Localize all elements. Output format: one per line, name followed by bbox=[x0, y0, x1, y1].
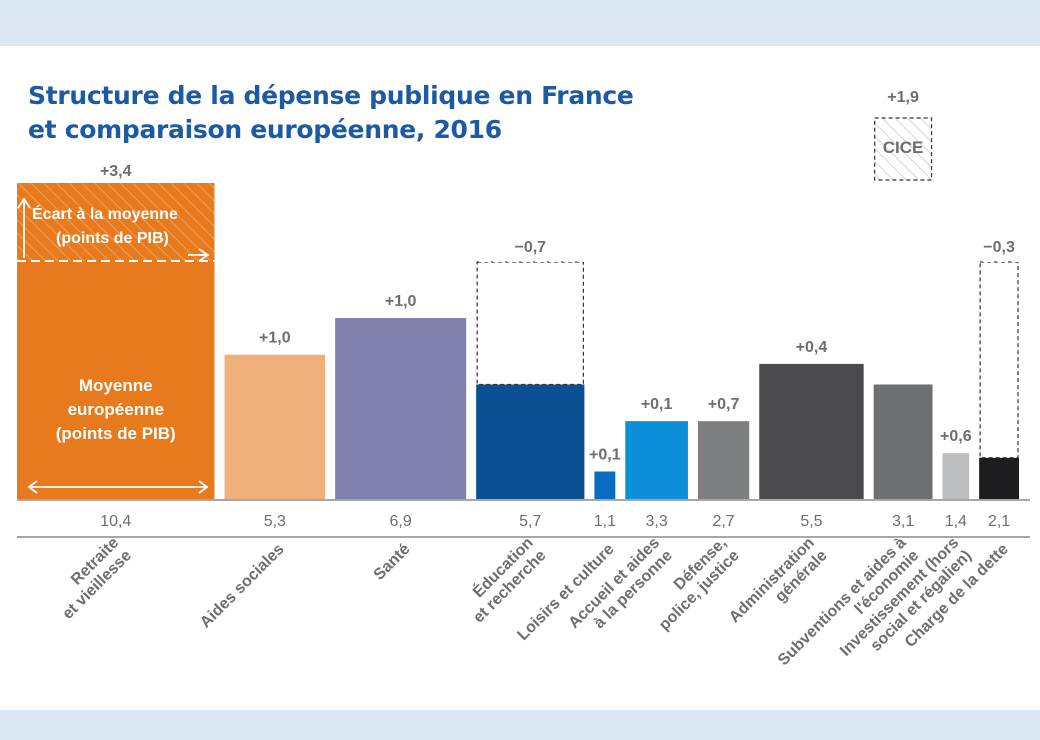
category-label-2: Santé bbox=[371, 541, 414, 584]
category-label-1: Aides sociales bbox=[197, 541, 288, 632]
average-value-7: 5,5 bbox=[800, 513, 822, 530]
gap-label-9: +0,6 bbox=[940, 428, 972, 445]
bar-gap-negative-3 bbox=[476, 261, 585, 386]
legend-average-line2: européenne bbox=[68, 400, 164, 419]
legend-gap-line1: Écart à la moyenne bbox=[32, 204, 178, 223]
chart-title-line1: Structure de la dépense publique en Fran… bbox=[28, 81, 634, 110]
category-label-2-line-0: Santé bbox=[371, 541, 414, 584]
bar-7 bbox=[759, 363, 864, 499]
bar-6 bbox=[697, 421, 750, 499]
gap-arrow-head-icon bbox=[17, 197, 31, 209]
gap-label-5: +0,1 bbox=[641, 396, 673, 413]
average-value-3: 5,7 bbox=[519, 513, 541, 530]
gap-label-3: −0,7 bbox=[514, 239, 546, 256]
average-value-10: 2,1 bbox=[988, 513, 1010, 530]
category-label-0: Retraiteet vieillesse bbox=[47, 534, 135, 622]
gap-pointer-icon bbox=[198, 248, 210, 262]
bar-5 bbox=[625, 421, 688, 499]
bar-3 bbox=[476, 384, 585, 499]
gap-label-8: +1,9 bbox=[887, 89, 919, 106]
average-value-5: 3,3 bbox=[645, 513, 667, 530]
bar-2 bbox=[335, 318, 467, 499]
bar-8 bbox=[873, 384, 933, 499]
gap-label-6: +0,7 bbox=[708, 396, 740, 413]
legend-average-line1: Moyenne bbox=[79, 376, 153, 395]
gap-label-0: +3,4 bbox=[100, 163, 132, 180]
gap-label-1: +1,0 bbox=[259, 330, 291, 347]
bar-9 bbox=[942, 453, 970, 499]
average-value-1: 5,3 bbox=[264, 513, 286, 530]
bar-1 bbox=[224, 354, 326, 499]
bar-4 bbox=[594, 471, 616, 499]
width-arrow-left-icon bbox=[27, 480, 38, 494]
bar-10 bbox=[979, 457, 1019, 499]
average-value-6: 2,7 bbox=[712, 513, 734, 530]
legend-gap-line2: (points de PIB) bbox=[56, 230, 169, 247]
width-arrow-right-icon bbox=[198, 480, 209, 494]
average-value-0: 10,4 bbox=[100, 513, 131, 530]
cice-label: CICE bbox=[883, 138, 924, 157]
cice-box bbox=[874, 117, 933, 181]
gap-label-4: +0,1 bbox=[589, 447, 621, 464]
gap-label-7: +0,4 bbox=[796, 339, 828, 356]
bar-gap-hatch-0 bbox=[17, 182, 215, 261]
average-value-2: 6,9 bbox=[390, 513, 412, 530]
chart-title-line2: et comparaison européenne, 2016 bbox=[28, 115, 502, 144]
legend-average-line3: (points de PIB) bbox=[56, 424, 176, 443]
gap-label-10: −0,3 bbox=[983, 239, 1015, 256]
bar-gap-negative-10 bbox=[979, 261, 1019, 459]
average-value-4: 1,1 bbox=[594, 513, 616, 530]
category-label-1-line-0: Aides sociales bbox=[197, 541, 288, 632]
average-value-8: 3,1 bbox=[892, 513, 914, 530]
average-value-9: 1,4 bbox=[945, 513, 967, 530]
gap-label-2: +1,0 bbox=[385, 293, 417, 310]
category-label-5: Accueil et aidesà la personne bbox=[566, 534, 676, 644]
